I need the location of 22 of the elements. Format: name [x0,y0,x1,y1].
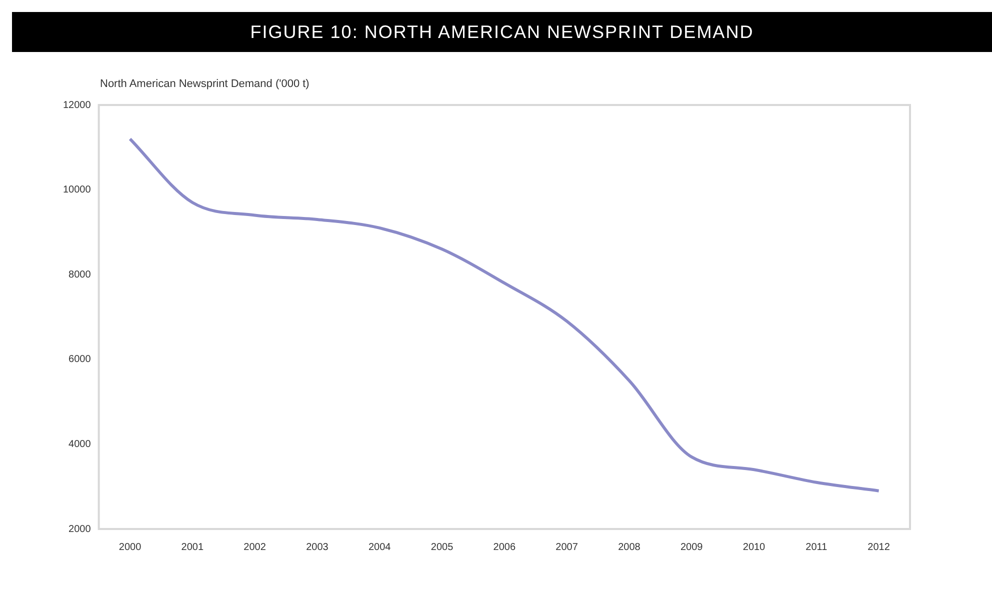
x-tick-label: 2006 [493,542,516,553]
x-tick-label: 2010 [742,542,766,553]
x-tick-label: 2003 [306,542,329,553]
y-tick-label: 6000 [68,354,92,366]
x-tick-label: 2005 [430,542,454,553]
x-tick-label: 2000 [118,542,142,553]
x-tick-label: 2004 [368,542,392,553]
y-axis-title: North American Newsprint Demand ('000 t) [100,78,310,90]
x-tick-label: 2002 [244,542,266,553]
x-tick-label: 2009 [680,542,704,553]
x-tick-label: 2007 [556,542,578,553]
chart-title: FIGURE 10: NORTH AMERICAN NEWSPRINT DEMAND [12,12,992,52]
x-tick-label: 2012 [868,542,890,553]
y-tick-label: 4000 [68,438,92,450]
x-tick-label: 2011 [806,542,828,553]
x-tick-label: 2008 [618,542,641,553]
y-tick-label: 2000 [68,524,92,535]
y-tick-label: 12000 [62,100,92,111]
y-tick-label: 8000 [68,269,92,280]
x-tick-label: 2001 [181,542,204,553]
y-tick-label: 10000 [62,184,92,196]
line-series [128,137,880,492]
